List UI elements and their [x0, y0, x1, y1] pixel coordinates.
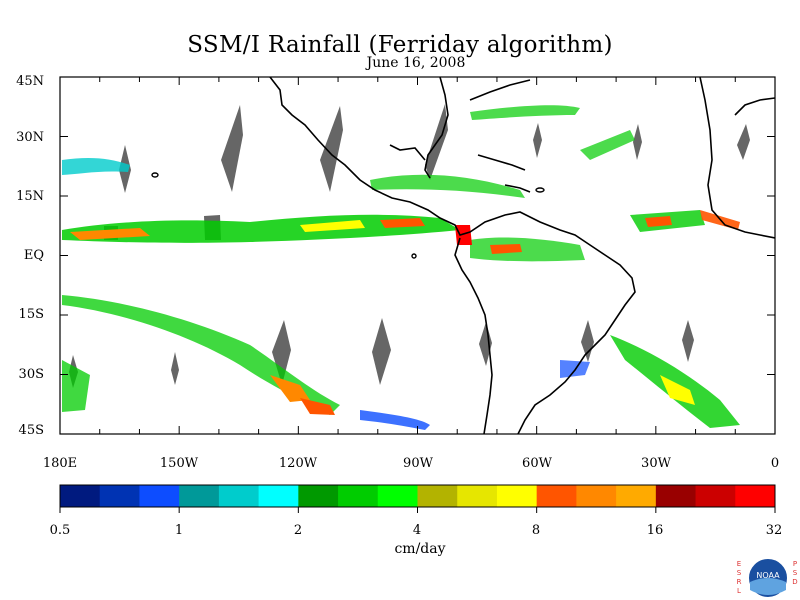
lat-label: 30S: [18, 367, 44, 382]
lon-label: 60W: [522, 456, 552, 471]
map-title: SSM/I Rainfall (Ferriday algorithm): [187, 32, 613, 58]
map-plot-area: [62, 77, 775, 434]
colorbar: [59, 484, 776, 513]
lon-label: 90W: [403, 456, 433, 471]
lon-label: 120W: [278, 456, 318, 471]
map-subtitle: June 16, 2008: [366, 55, 466, 71]
colorbar-units: cm/day: [394, 541, 446, 557]
lon-label: 0: [770, 456, 780, 471]
lat-label: 45S: [18, 423, 44, 438]
logo-emblem-text: NOAA: [756, 571, 780, 580]
colorbar-swatch: [258, 485, 299, 507]
colorbar-tick-label: 32: [765, 523, 783, 538]
lon-label: 150W: [159, 456, 199, 471]
lat-label: 30N: [16, 130, 44, 145]
colorbar-tick-label: 8: [531, 523, 541, 538]
axis-ticks: [59, 76, 776, 435]
colorbar-tick-label: 16: [646, 523, 664, 538]
colorbar-swatch: [338, 485, 379, 507]
colorbar-swatch: [457, 485, 498, 507]
colorbar-tick-label: 2: [293, 523, 303, 538]
lat-label: 15S: [18, 307, 44, 322]
colorbar-swatch: [99, 485, 140, 507]
coastlines: [269, 77, 775, 434]
colorbar-swatch: [298, 485, 339, 507]
colorbar-swatch: [735, 485, 776, 507]
lon-label: 180E: [42, 456, 78, 471]
lat-label: 45N: [16, 74, 44, 89]
lat-label: 15N: [16, 189, 44, 204]
no-data-swaths: [69, 104, 750, 388]
islands: [151, 172, 545, 259]
colorbar-swatch: [536, 485, 577, 507]
colorbar-swatch: [218, 485, 260, 507]
lon-label: 30W: [641, 456, 671, 471]
colorbar-tick-label: 4: [412, 523, 422, 538]
colorbar-swatch: [616, 485, 657, 507]
rain-bands: [62, 105, 740, 430]
colorbar-swatch: [695, 485, 736, 507]
colorbar-swatch: [417, 485, 458, 507]
colorbar-swatch: [60, 485, 101, 507]
colorbar-swatch: [179, 485, 220, 507]
colorbar-swatch: [496, 485, 538, 507]
colorbar-tick-label: 1: [174, 523, 184, 538]
colorbar-swatch: [139, 485, 180, 507]
colorbar-swatch: [377, 485, 418, 507]
lat-label: EQ: [23, 248, 44, 263]
noaa-emblem-icon: NOAA: [747, 557, 789, 599]
colorbar-tick-label: 0.5: [49, 523, 71, 538]
colorbar-swatch: [655, 485, 697, 507]
colorbar-swatch: [576, 485, 617, 507]
